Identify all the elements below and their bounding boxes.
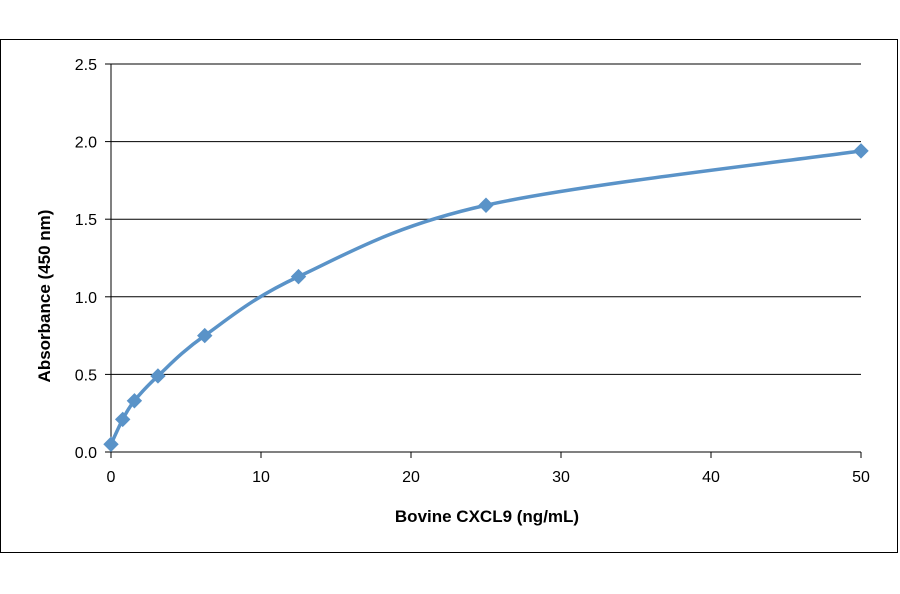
- x-tick-label: 10: [252, 469, 270, 486]
- data-point: [150, 368, 166, 384]
- data-point: [853, 143, 869, 159]
- x-tick-label: 0: [107, 469, 116, 486]
- x-tick-label: 30: [552, 469, 570, 486]
- y-tick-label: 2.0: [75, 135, 97, 152]
- x-axis-title: Bovine CXCL9 (ng/mL): [395, 507, 579, 526]
- data-point: [197, 327, 213, 344]
- axis-layer: [105, 63, 862, 458]
- y-axis-title: Absorbance (450 nm): [35, 210, 54, 383]
- data-point: [290, 268, 307, 285]
- x-tick-label: 40: [702, 469, 720, 486]
- y-tick-label: 0.0: [75, 445, 97, 462]
- x-tick-label: 50: [852, 469, 870, 486]
- y-tick-label: 1.0: [75, 290, 97, 307]
- chart-svg: 0.0 0.5 1.0 1.5 2.0 2.5 0 10 20 30 40 50 Bovine CXC…: [35, 57, 870, 526]
- data-point: [478, 197, 494, 213]
- x-tick-label: 20: [402, 469, 420, 486]
- y-tick-label: 1.5: [75, 212, 97, 229]
- series-line: [109, 149, 863, 446]
- y-tick-label: 0.5: [75, 367, 97, 384]
- data-point: [103, 436, 119, 452]
- grid-layer: [111, 63, 861, 375]
- data-point: [114, 411, 131, 428]
- chart-frame: 0.0 0.5 1.0 1.5 2.0 2.5 0 10 20 30 40 50 Bovine CXC…: [0, 39, 898, 553]
- y-tick-label: 2.5: [75, 57, 97, 74]
- tick-layer: 0.0 0.5 1.0 1.5 2.0 2.5 0 10 20 30 40 50: [75, 57, 870, 486]
- data-point: [126, 393, 143, 409]
- series-layer: [103, 143, 869, 452]
